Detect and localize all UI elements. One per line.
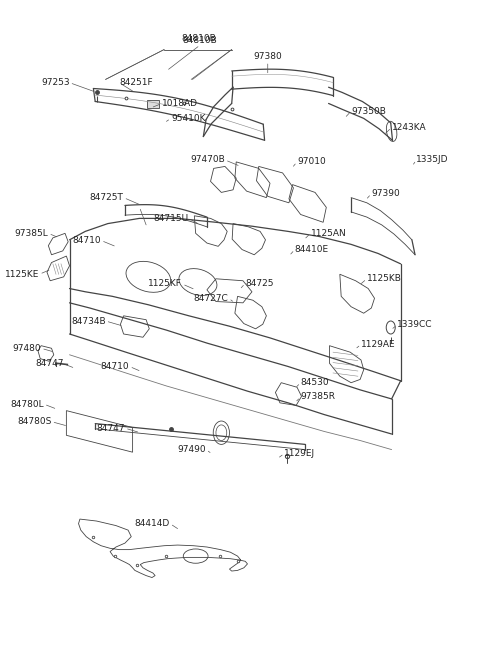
Text: 84414D: 84414D <box>135 519 170 528</box>
Text: 84725T: 84725T <box>90 193 123 202</box>
Text: 84780S: 84780S <box>17 417 51 426</box>
Bar <box>147 100 159 108</box>
Text: 1018AD: 1018AD <box>162 99 198 108</box>
Text: 84747: 84747 <box>35 360 64 368</box>
Text: 84715U: 84715U <box>154 214 189 223</box>
Text: 95410K: 95410K <box>171 114 205 123</box>
Text: 84780L: 84780L <box>10 400 44 409</box>
Text: 84410E: 84410E <box>295 245 329 254</box>
Text: 1129AE: 1129AE <box>361 340 396 349</box>
Text: 97385L: 97385L <box>14 229 48 238</box>
Text: 97253: 97253 <box>41 78 70 87</box>
Text: 84530: 84530 <box>300 378 329 387</box>
Text: 97480: 97480 <box>12 344 41 353</box>
Text: 1335JD: 1335JD <box>417 155 449 164</box>
Text: 1125KF: 1125KF <box>148 280 182 288</box>
Text: 84710: 84710 <box>101 362 130 371</box>
Text: 97350B: 97350B <box>351 107 386 116</box>
Text: 84727C: 84727C <box>194 294 228 303</box>
Text: 84710: 84710 <box>72 236 101 245</box>
Text: 97385R: 97385R <box>300 392 336 402</box>
Text: 97490: 97490 <box>178 445 206 454</box>
Text: 97380: 97380 <box>253 52 282 61</box>
Text: 1129EJ: 1129EJ <box>285 449 315 458</box>
Text: 84734B: 84734B <box>71 316 106 326</box>
Text: 97010: 97010 <box>297 157 326 166</box>
Text: 1125KB: 1125KB <box>367 274 402 284</box>
Text: 84810B: 84810B <box>181 34 216 43</box>
Text: 1125KE: 1125KE <box>5 270 39 279</box>
Text: 84725: 84725 <box>245 279 274 288</box>
Text: 97470B: 97470B <box>190 155 225 164</box>
Text: 97390: 97390 <box>372 189 400 198</box>
Text: 1339CC: 1339CC <box>397 320 432 329</box>
Text: 84747: 84747 <box>96 424 125 433</box>
Text: 84251F: 84251F <box>119 78 153 87</box>
Text: 1125AN: 1125AN <box>311 229 346 238</box>
Text: 1243KA: 1243KA <box>392 123 426 132</box>
Text: 84810B: 84810B <box>183 36 217 45</box>
